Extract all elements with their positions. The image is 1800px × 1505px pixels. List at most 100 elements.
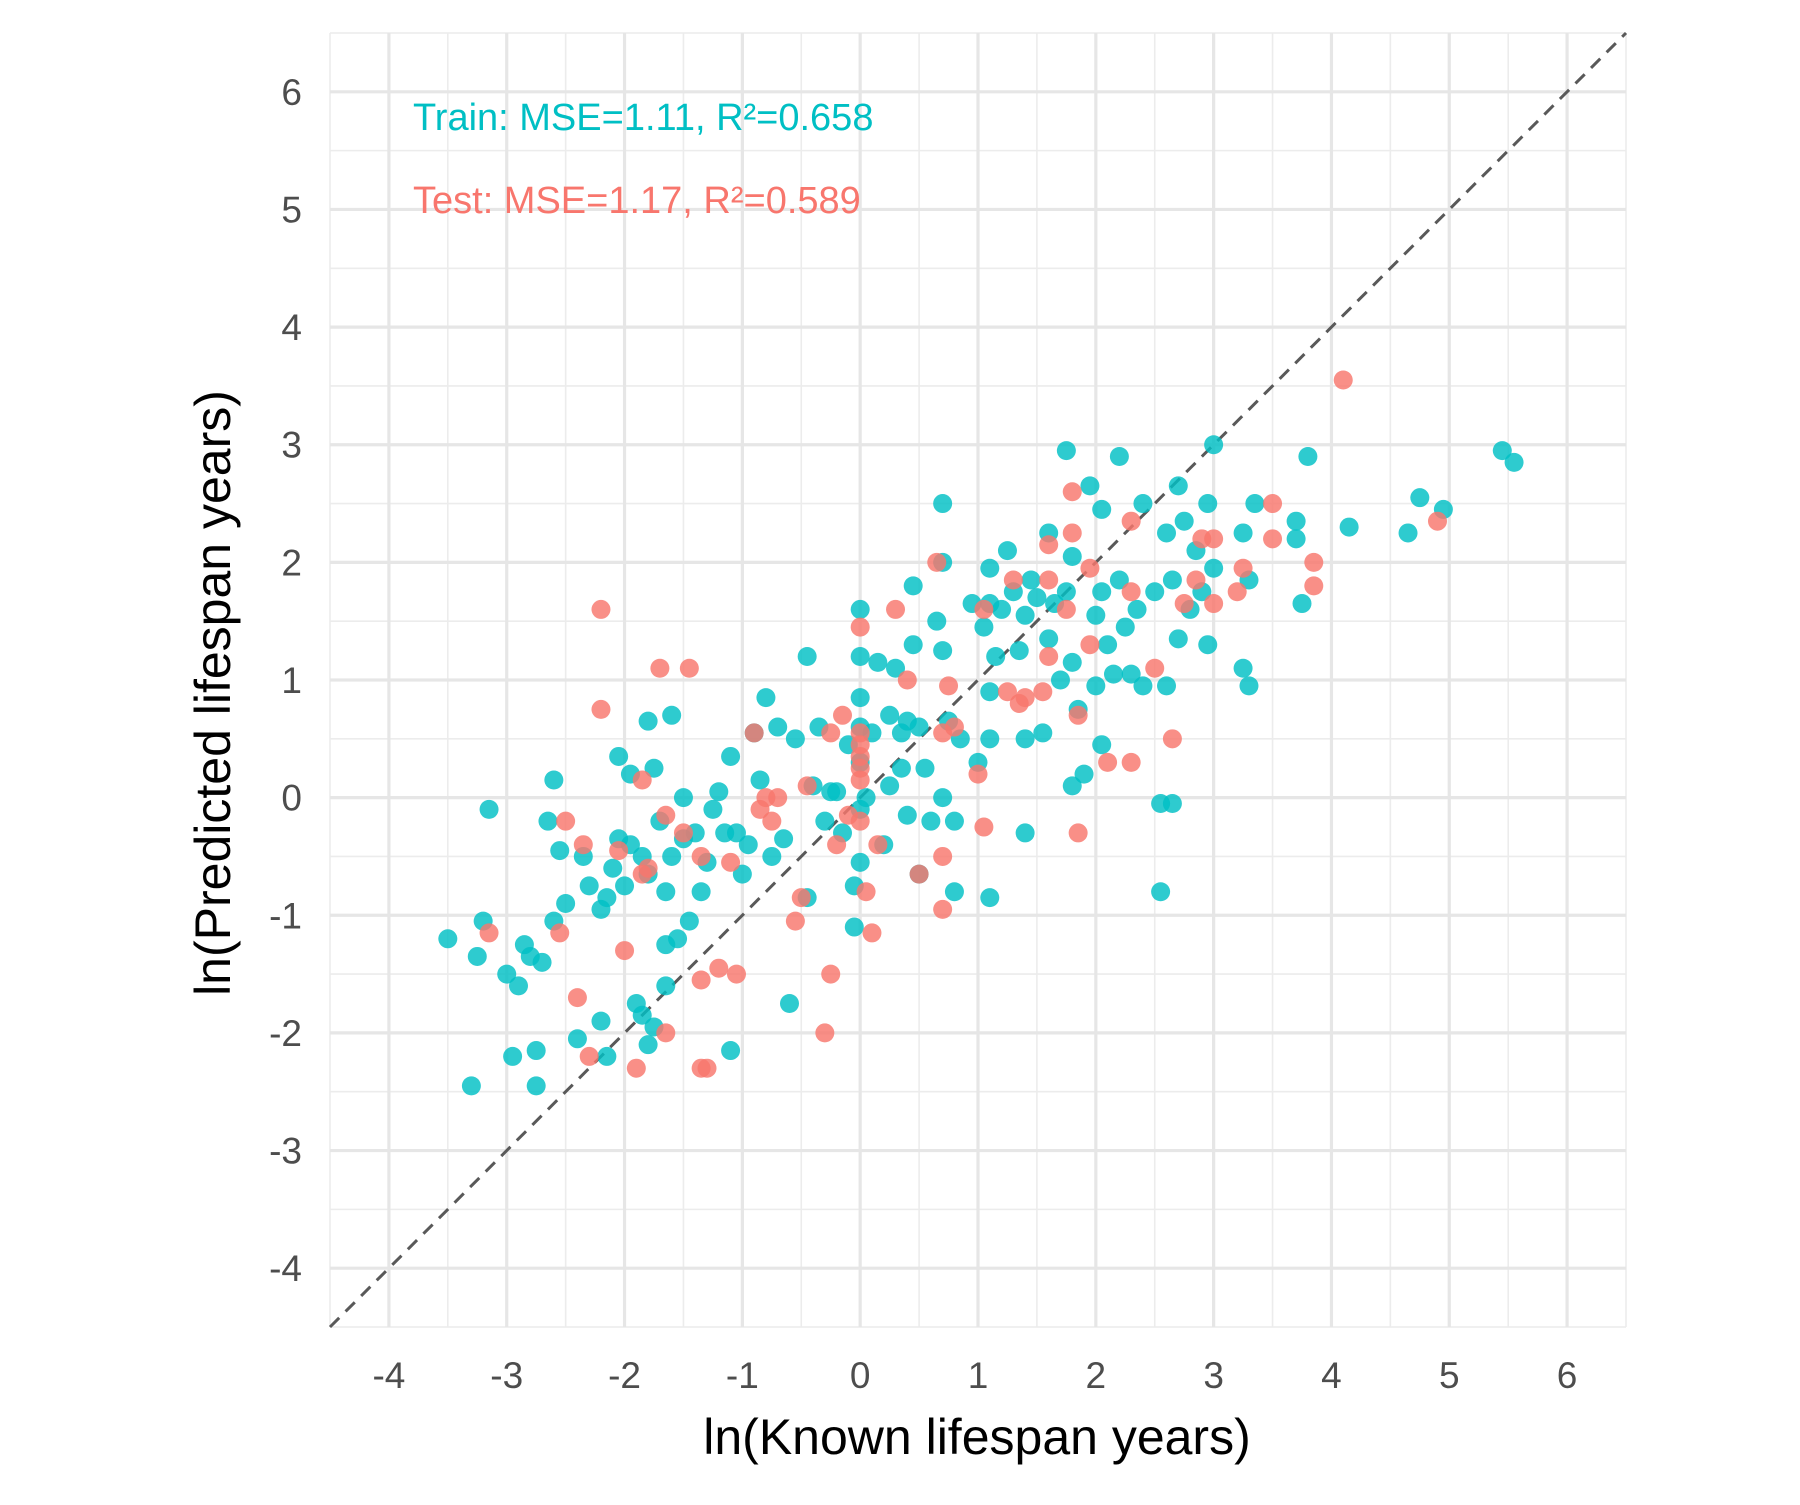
train-point	[1015, 823, 1035, 843]
train-point	[909, 717, 929, 737]
train-point	[844, 917, 864, 937]
test-point	[862, 923, 882, 943]
test-point	[1162, 729, 1182, 749]
test-point	[1062, 482, 1082, 502]
test-point	[785, 911, 805, 931]
x-tick-label: -2	[608, 1355, 641, 1396]
train-point	[1086, 605, 1106, 625]
train-point	[1504, 452, 1524, 472]
y-tick-label: -2	[269, 1013, 302, 1054]
train-point	[980, 888, 1000, 908]
train-point	[1198, 635, 1218, 655]
test-point	[1039, 646, 1059, 666]
test-point	[856, 882, 876, 902]
train-point	[556, 894, 576, 914]
train-point	[532, 952, 552, 972]
train-point	[1145, 582, 1165, 602]
train-point	[591, 1011, 611, 1031]
train-point	[526, 1076, 546, 1096]
test-point	[909, 864, 929, 884]
train-point	[526, 1041, 546, 1061]
test-point	[573, 835, 593, 855]
test-point	[709, 958, 729, 978]
test-point	[1304, 552, 1324, 572]
test-point	[886, 599, 906, 619]
y-tick-label: 0	[281, 778, 302, 819]
train-point	[815, 811, 835, 831]
x-tick-label: 1	[968, 1355, 989, 1396]
test-point	[1174, 594, 1194, 614]
test-point	[850, 770, 870, 790]
train-point	[974, 617, 994, 637]
train-point	[1092, 582, 1112, 602]
y-tick-labels: -4 -3 -2 -1 0 1 2 3 4 5 6	[269, 72, 302, 1289]
train-point	[550, 841, 570, 861]
train-point	[1233, 658, 1253, 678]
x-tick-label: -4	[372, 1355, 405, 1396]
train-point	[1245, 494, 1265, 514]
train-point	[944, 811, 964, 831]
train-point	[467, 946, 487, 966]
train-point	[1080, 476, 1100, 496]
test-point	[726, 964, 746, 984]
train-point	[1062, 546, 1082, 566]
train-point	[980, 558, 1000, 578]
train-point	[886, 658, 906, 678]
test-point	[1062, 523, 1082, 543]
train-point	[1062, 652, 1082, 672]
train-point	[656, 976, 676, 996]
train-point	[503, 1046, 523, 1066]
train-point	[656, 882, 676, 902]
train-point	[597, 888, 617, 908]
train-point	[709, 782, 729, 802]
x-axis-title: ln(Known lifespan years)	[703, 1409, 1251, 1465]
test-point	[656, 805, 676, 825]
train-point	[1198, 494, 1218, 514]
train-points	[438, 435, 1524, 1096]
train-point	[980, 729, 1000, 749]
train-point	[1168, 629, 1188, 649]
test-point	[1263, 494, 1283, 514]
train-point	[1098, 635, 1118, 655]
test-point	[591, 699, 611, 719]
train-point	[1492, 441, 1512, 461]
train-point	[721, 746, 741, 766]
test-point	[868, 835, 888, 855]
train-point	[638, 1035, 658, 1055]
test-point	[556, 811, 576, 831]
x-tick-label: 2	[1086, 1355, 1107, 1396]
train-point	[897, 805, 917, 825]
train-point	[768, 717, 788, 737]
test-point	[768, 788, 788, 808]
train-point	[567, 1029, 587, 1049]
train-point	[944, 882, 964, 902]
test-point	[673, 823, 693, 843]
y-tick-label: 1	[281, 660, 302, 701]
train-point	[797, 646, 817, 666]
test-point	[1033, 682, 1053, 702]
test-point	[974, 599, 994, 619]
test-point	[1080, 635, 1100, 655]
test-point	[850, 617, 870, 637]
train-point	[1056, 582, 1076, 602]
x-tick-label: 3	[1203, 1355, 1224, 1396]
test-point	[1080, 558, 1100, 578]
train-point	[1092, 499, 1112, 519]
x-tick-labels: -4 -3 -2 -1 0 1 2 3 4 5 6	[372, 1355, 1577, 1396]
test-point	[638, 858, 658, 878]
test-metrics-annotation: Test: MSE=1.17, R²=0.589	[413, 180, 861, 222]
train-point	[1115, 617, 1135, 637]
train-point	[721, 1041, 741, 1061]
test-point	[933, 899, 953, 919]
train-point	[691, 882, 711, 902]
test-point	[1121, 752, 1141, 772]
train-point	[992, 599, 1012, 619]
train-point	[1162, 570, 1182, 590]
test-point	[821, 964, 841, 984]
test-point	[821, 723, 841, 743]
test-point	[850, 811, 870, 831]
test-point	[691, 970, 711, 990]
